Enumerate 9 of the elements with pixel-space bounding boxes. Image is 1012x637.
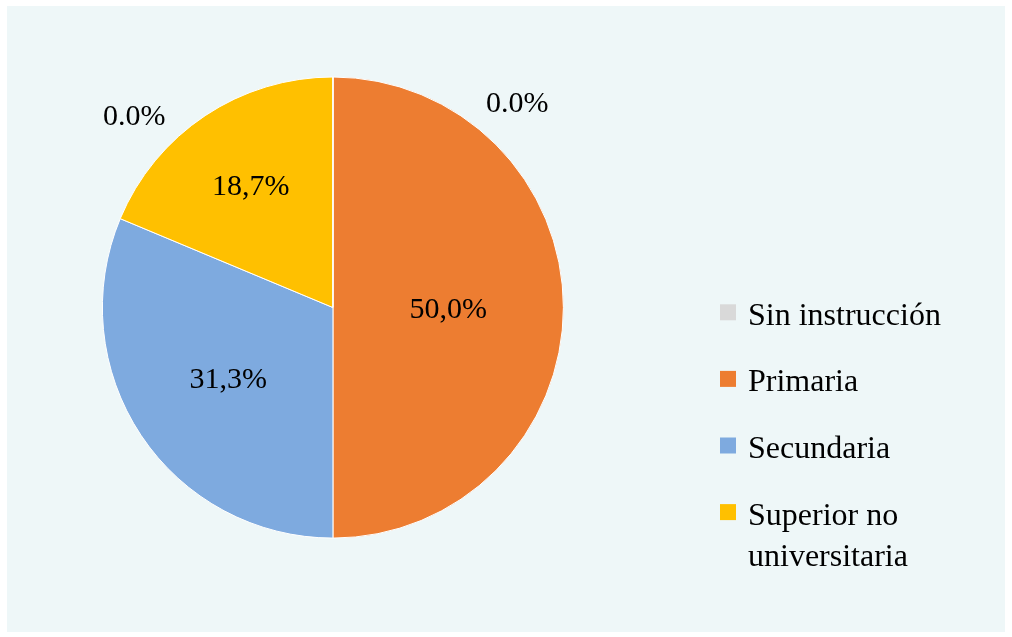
legend-label: Secundaria xyxy=(748,428,891,465)
data-label: 18,7% xyxy=(211,167,290,201)
legend-label: Primaria xyxy=(748,362,859,399)
data-label: 50,0% xyxy=(409,291,487,325)
text: 0.0% xyxy=(486,85,549,118)
legend-label: Sin instrucción xyxy=(748,295,941,332)
data-label: 31,3% xyxy=(189,360,267,394)
legend-label: Superior no universitaria xyxy=(748,495,908,574)
text: 0.0% xyxy=(103,98,166,131)
